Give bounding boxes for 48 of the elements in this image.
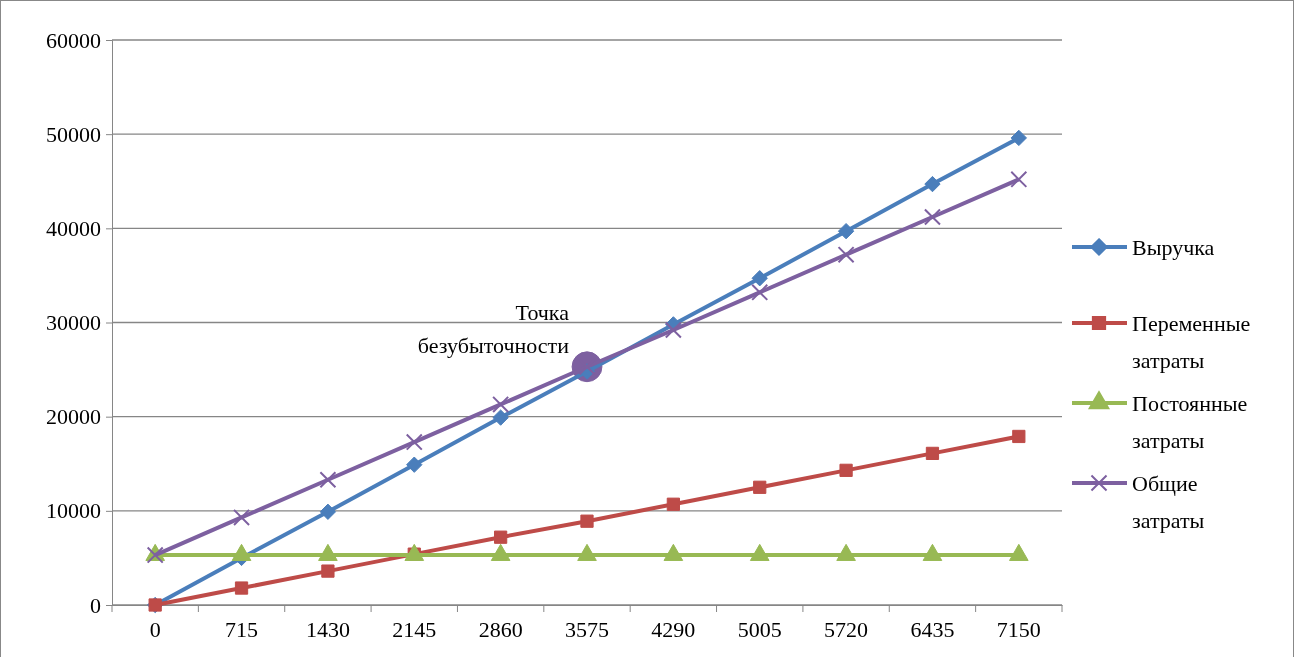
point <box>492 395 510 413</box>
point <box>751 270 768 287</box>
point <box>839 463 853 477</box>
x-tick-label: 3575 <box>565 616 609 642</box>
x-tick-label: 4290 <box>651 616 696 642</box>
point <box>924 175 941 193</box>
legend-label: Переменные затраты <box>1132 311 1251 373</box>
point <box>837 246 855 264</box>
point <box>319 471 337 489</box>
x-tick-label: 5005 <box>737 616 782 642</box>
point <box>1010 129 1027 147</box>
point <box>923 208 941 226</box>
point <box>753 480 767 494</box>
point <box>751 283 769 301</box>
x-tick-label: 715 <box>225 616 259 642</box>
legend-label: Выручка <box>1132 235 1215 260</box>
x-tick-label: 2145 <box>392 616 437 642</box>
point <box>580 514 594 528</box>
point <box>234 581 249 595</box>
x-tick-label: 2860 <box>478 616 523 642</box>
point <box>664 321 682 339</box>
y-tick-label: 50000 <box>46 121 101 147</box>
point <box>1010 170 1028 188</box>
y-tick-label: 60000 <box>46 27 101 53</box>
point <box>406 456 423 473</box>
legend-label: Постоянные затраты <box>1132 391 1248 453</box>
y-tick-label: 0 <box>90 592 101 618</box>
point <box>494 530 508 544</box>
y-tick-label: 30000 <box>46 310 101 336</box>
point <box>233 508 251 526</box>
y-tick-label: 20000 <box>46 404 101 430</box>
annotation: Точка безубыточности <box>417 299 570 358</box>
x-tick-label: 0 <box>149 616 161 642</box>
point <box>1012 429 1026 444</box>
point <box>925 446 940 461</box>
y-tick-label: 40000 <box>46 215 101 241</box>
x-tick-label: 6435 <box>910 616 955 642</box>
legend-label: Общие затраты <box>1132 471 1205 533</box>
point <box>319 503 337 520</box>
point <box>405 433 423 451</box>
point <box>321 564 335 578</box>
point <box>492 409 509 426</box>
y-tick-label: 10000 <box>46 498 101 524</box>
x-tick-label: 1430 <box>305 616 350 642</box>
x-tick-label: 7150 <box>996 616 1041 642</box>
point <box>666 497 680 511</box>
x-tick-label: 5720 <box>824 616 869 642</box>
point <box>837 222 855 240</box>
